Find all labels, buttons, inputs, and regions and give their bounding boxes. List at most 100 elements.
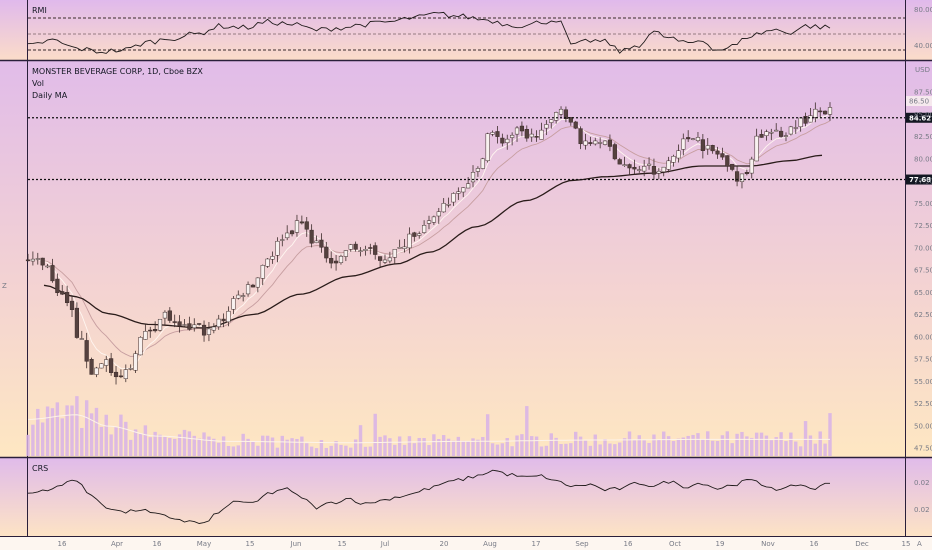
- price-axis-tick: 80.00: [914, 155, 932, 163]
- volume-bar: [295, 438, 299, 456]
- candle-body: [65, 292, 70, 304]
- candle-body: [45, 265, 50, 268]
- volume-bar: [823, 443, 827, 456]
- candle-body: [299, 221, 304, 224]
- volume-bar: [373, 413, 377, 456]
- candle-body: [412, 232, 417, 237]
- volume-bar: [769, 440, 774, 456]
- time-axis-tick: Oct: [669, 540, 681, 548]
- volume-bar: [417, 437, 421, 456]
- rmi-axis-tick: 80.00: [914, 6, 932, 14]
- candle-body: [539, 129, 544, 140]
- candle-body: [236, 294, 241, 299]
- candle-body: [143, 330, 148, 340]
- candle-body: [431, 216, 436, 223]
- candle-body: [187, 323, 192, 330]
- candle-body: [554, 112, 559, 121]
- volume-bar: [241, 433, 245, 456]
- volume-bar: [613, 444, 617, 456]
- horizontal-levels[interactable]: 84.62 77.68 86.50: [28, 96, 932, 185]
- volume-bar: [182, 429, 187, 456]
- candle-body: [250, 284, 256, 288]
- volume-bar: [725, 431, 730, 456]
- candle-body: [607, 139, 613, 147]
- candle-body: [779, 130, 784, 137]
- time-axis-ticks[interactable]: 16 Apr 16 May 15 Jun 15 Jul 20 Aug 17 Sep 16 Oct 19 Nov…: [58, 540, 911, 548]
- candle-body: [241, 295, 246, 297]
- candle-body: [510, 134, 515, 138]
- time-axis-tick: May: [197, 540, 211, 548]
- candle-body: [764, 131, 769, 136]
- volume-bar: [36, 408, 40, 456]
- volume-bar: [554, 437, 558, 456]
- candle-body: [827, 107, 833, 115]
- candle-body: [69, 300, 75, 310]
- candle-body: [578, 128, 583, 145]
- volume-bar: [50, 408, 55, 456]
- volume-bar: [735, 433, 739, 456]
- time-axis-corner-right[interactable]: A: [917, 540, 922, 548]
- volume-bar: [212, 438, 216, 456]
- candle-body: [705, 145, 710, 150]
- volume-bar: [500, 443, 505, 456]
- candle-body: [710, 145, 715, 152]
- volume-bar: [818, 431, 822, 456]
- candle-body: [289, 230, 295, 235]
- candle-body: [128, 368, 133, 370]
- candle-body: [823, 110, 828, 115]
- volume-bar: [539, 446, 544, 456]
- volume-bar: [89, 413, 94, 456]
- price-axis-tick: 47.50: [914, 445, 932, 453]
- volume-bar: [226, 445, 231, 456]
- candle-body: [40, 257, 45, 266]
- volume-bar: [476, 439, 480, 456]
- candle-body: [622, 164, 627, 166]
- volume-bar: [119, 414, 123, 456]
- volume-bar: [270, 437, 275, 456]
- candle-body: [30, 258, 35, 262]
- candle-body: [280, 239, 285, 241]
- level-price-label: 77.68: [909, 176, 931, 184]
- volume-bar: [740, 431, 744, 456]
- price-axis-tick: 82.50: [914, 133, 932, 141]
- volume-bar: [261, 435, 265, 456]
- volume-bar: [305, 443, 309, 456]
- candle-body: [74, 307, 79, 338]
- volume-bar: [549, 433, 553, 456]
- volume-bar: [353, 439, 358, 456]
- candle-body: [666, 160, 671, 170]
- volume-bar: [427, 445, 431, 456]
- candle-body: [392, 249, 397, 258]
- volume-bar: [745, 436, 749, 456]
- candle-body: [138, 337, 143, 356]
- volume-bar: [696, 433, 700, 456]
- volume-bar: [309, 446, 314, 456]
- volume-bar: [202, 432, 206, 456]
- candle-body: [588, 142, 593, 144]
- candle-body: [426, 220, 432, 224]
- main-legend-ma: Daily MA: [32, 91, 68, 100]
- price-axis-ticks[interactable]: 87.50 85.00 82.50 80.00 77.50 75.00 72.50 70.00…: [914, 89, 932, 453]
- volume-bar: [246, 438, 250, 456]
- volume-bars: [26, 396, 832, 456]
- volume-bar: [231, 446, 236, 456]
- time-axis-corner-left[interactable]: Z: [2, 282, 7, 290]
- volume-bar: [221, 436, 226, 456]
- volume-bar: [265, 435, 270, 456]
- volume-bar: [529, 436, 534, 456]
- volume-bar: [344, 445, 348, 456]
- candle-body: [500, 137, 505, 144]
- volume-bar: [764, 435, 769, 456]
- rmi-line: [27, 11, 831, 54]
- volume-bar: [691, 434, 695, 456]
- volume-bar: [275, 447, 280, 456]
- price-axis-tick: 85.00: [914, 111, 932, 119]
- volume-bar: [177, 434, 182, 456]
- volume-ma-line: [27, 414, 830, 444]
- candle-body: [676, 150, 681, 159]
- volume-bar: [378, 436, 382, 456]
- candle-body: [700, 139, 705, 151]
- volume-bar: [133, 429, 138, 456]
- candle-body: [598, 142, 603, 144]
